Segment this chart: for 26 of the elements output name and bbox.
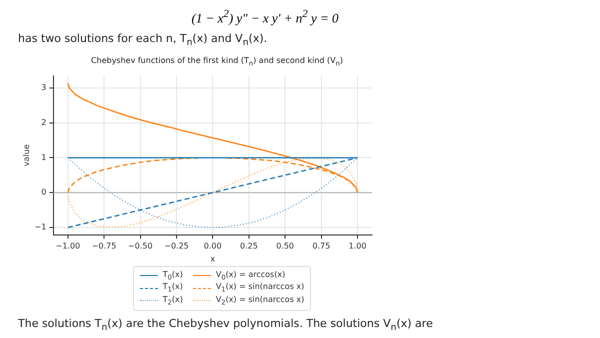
x-tick-label: 0.75 [312,241,330,250]
y-axis-title: value [22,144,31,166]
text: has two solutions for each n, T$_{n}$(x) and V$_{n}$(x). [18,32,268,48]
legend-label: V$_{1}$(x) = sin(narccos x) [216,282,304,294]
x-axis-title: x [210,254,216,264]
text: (1 − x$^{2}$) y″ − x y′ + n$^{2}$ y = 0 [190,8,340,26]
legend-label: V$_{0}$(x) = arccos(x) [216,270,286,282]
x-tick-label: 0.50 [276,241,294,250]
text: The solutions T$_{n}$(x) are the Chebyshev polynomials. The solutions V$_{n}$(x) are [18,316,434,333]
legend-label: T$_{2}$(x) [162,294,183,307]
x-tick-label: 0.25 [240,241,258,250]
legend-label: V$_{2}$(x) = sin(narccos x) [216,294,304,307]
chart-title: Chebyshev functions of the first kind (T$_{n}$) and second kind (V$_{n}$) [90,56,344,68]
y-tick-label: −1 [34,222,46,232]
x-tick-label: −1.00 [56,241,80,250]
y-tick-label: 3 [41,82,46,92]
x-tick-label: 1.00 [348,241,366,250]
legend-label: T$_{0}$(x) [162,270,183,282]
legend-label: T$_{1}$(x) [162,282,183,294]
x-tick-label: 0.00 [204,241,222,250]
x-tick-label: −0.25 [164,241,189,250]
x-tick-label: −0.50 [128,241,153,250]
y-tick-label: 2 [41,118,46,127]
y-tick-label: 1 [41,152,46,162]
y-tick-label: 0 [41,187,46,196]
x-tick-label: −0.75 [92,241,116,250]
